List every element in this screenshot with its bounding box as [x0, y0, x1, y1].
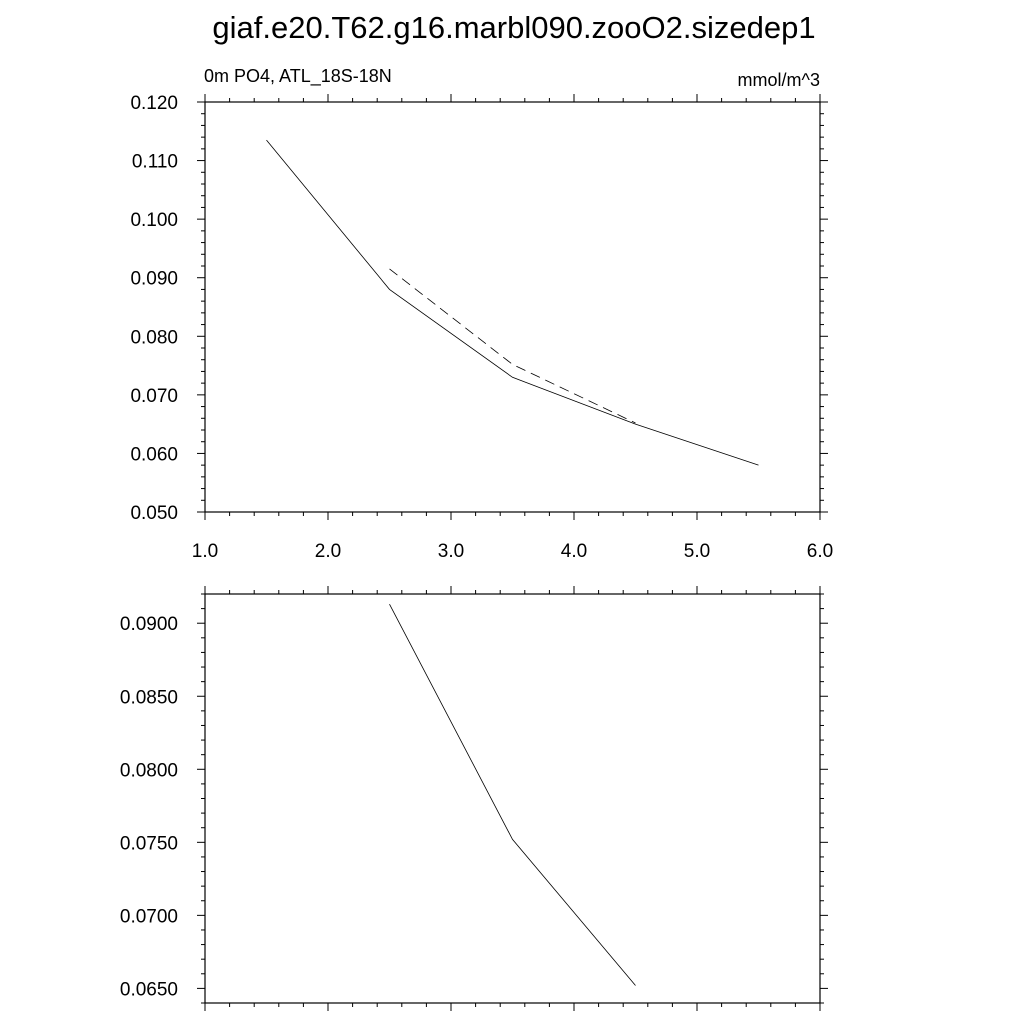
top-panel: 1.0 2.0 3.0 4.0 5.0 6.0 0.050 0.060 0.070 0.080 0.…: [130, 93, 833, 562]
y-tick-label: 0.0750: [120, 833, 178, 854]
y-tick-label: 0.120: [130, 93, 178, 114]
panel1-left-label: 0m PO4, ATL_18S-18N: [204, 66, 392, 87]
panel1-units-label: mmol/m^3: [738, 70, 820, 90]
y-tick-label: 0.110: [132, 152, 178, 173]
y-tick-label: 0.080: [130, 327, 178, 348]
x-tick-label: 4.0: [561, 541, 587, 562]
y-tick-label: 0.0850: [120, 687, 178, 708]
x-tick-label: 5.0: [684, 541, 710, 562]
plot-frame: [204, 593, 821, 1004]
plot-frame: [204, 101, 821, 513]
y-tick-label: 0.050: [130, 503, 178, 524]
x-tick-label: 2.0: [315, 541, 341, 562]
x-tick-label: 6.0: [807, 541, 833, 562]
y-tick-label: 0.070: [130, 386, 178, 407]
series-solid-line: [266, 139, 759, 466]
bottom-panel: 0.0650 0.0700 0.0750 0.0800 0.0850 0.0900: [120, 586, 828, 1011]
y-tick-label: 0.0650: [120, 979, 178, 1000]
series-solid-line: [389, 604, 636, 986]
y-tick-label: 0.0700: [120, 906, 178, 927]
y-tick-label: 0.0900: [120, 614, 178, 635]
y-tick-label: 0.090: [130, 269, 178, 290]
x-tick-label: 3.0: [438, 541, 464, 562]
y-tick-label: 0.0800: [120, 760, 178, 781]
y-tick-label: 0.100: [130, 210, 178, 231]
series-dashed-line: [389, 268, 636, 424]
chart-title: giaf.e20.T62.g16.marbl090.zooO2.sizedep1: [212, 10, 815, 45]
y-tick-label: 0.060: [130, 444, 178, 465]
x-tick-label: 1.0: [192, 541, 218, 562]
